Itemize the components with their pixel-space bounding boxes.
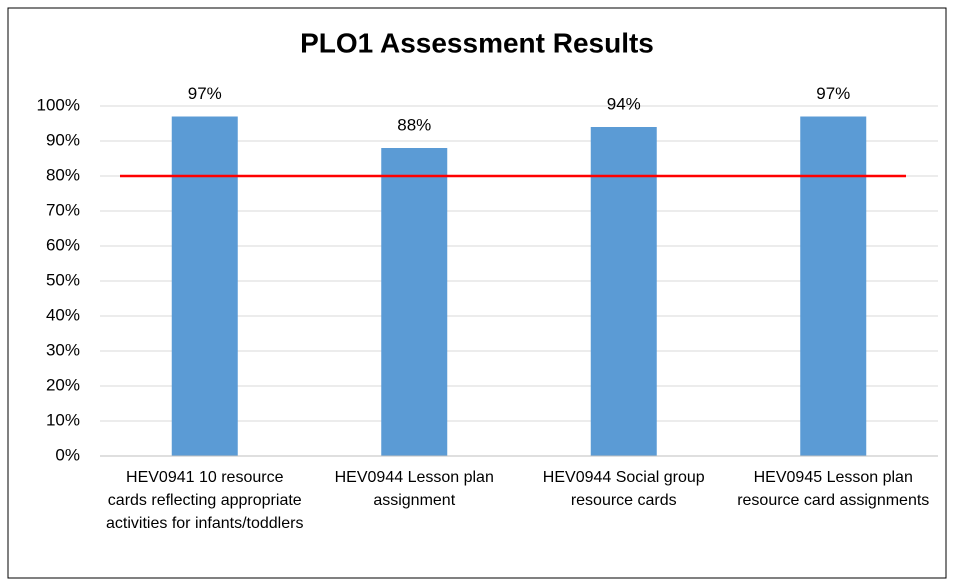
x-tick-label: HEV0944 Social group resource cards <box>542 469 705 509</box>
y-tick-label: 90% <box>46 130 80 149</box>
chart-title: PLO1 Assessment Results <box>300 27 654 58</box>
x-tick-label: HEV0941 10 resource cards reflecting app… <box>106 469 304 532</box>
y-tick-label: 60% <box>46 235 80 254</box>
data-label: 88% <box>397 115 431 134</box>
data-label: 97% <box>816 84 850 103</box>
y-tick-label: 10% <box>46 410 80 429</box>
y-tick-label: 80% <box>46 165 80 184</box>
y-tick-label: 30% <box>46 340 80 359</box>
bar <box>171 116 238 456</box>
bar <box>800 116 867 456</box>
bar <box>590 127 657 456</box>
bar <box>381 148 448 456</box>
data-label: 94% <box>607 94 641 113</box>
y-tick-label: 0% <box>55 445 80 464</box>
y-tick-label: 20% <box>46 375 80 394</box>
y-tick-label: 40% <box>46 305 80 324</box>
x-tick-label: HEV0945 Lesson plan resource card assign… <box>737 469 930 509</box>
y-tick-label: 100% <box>37 95 80 114</box>
y-tick-label: 70% <box>46 200 80 219</box>
y-tick-label: 50% <box>46 270 80 289</box>
chart-border <box>7 7 947 579</box>
x-tick-label: HEV0944 Lesson plan assignment <box>334 469 494 509</box>
data-label: 97% <box>188 84 222 103</box>
